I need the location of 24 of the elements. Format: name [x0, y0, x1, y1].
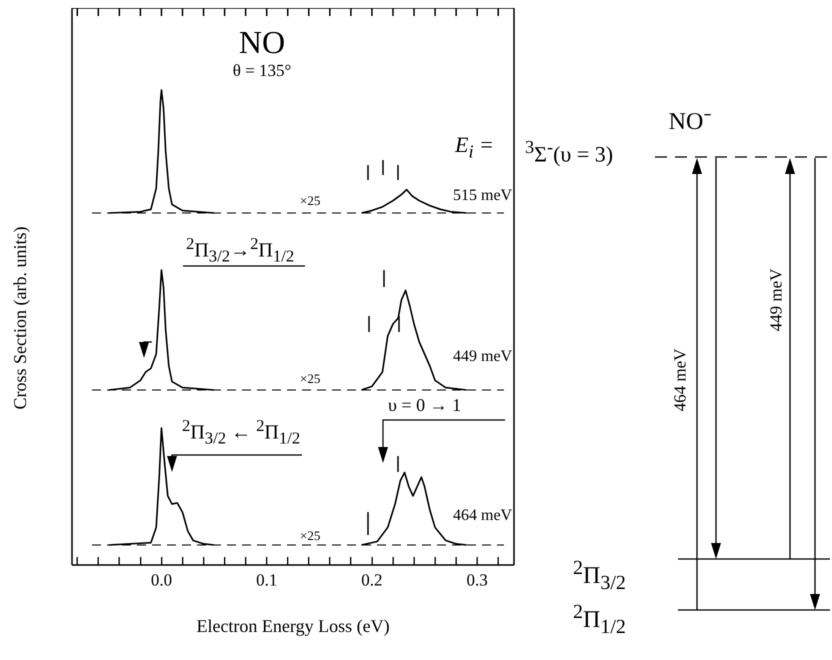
x-axis-title: Electron Energy Loss (eV)	[196, 616, 390, 636]
text: $^{2}$Π$_{3/2}$	[573, 557, 626, 594]
annotation: ×25	[300, 371, 320, 386]
text: $^{2}$Π$_{1/2}$	[573, 601, 626, 638]
chart-title: NO	[238, 24, 286, 60]
x-tick-label: 0.1	[256, 570, 278, 590]
y-axis-title: Cross Section (arb. units)	[10, 226, 30, 410]
annotation: 449 meV	[453, 348, 512, 365]
text: $^{3}$Σ$^{-}$(υ = 3)	[525, 137, 614, 166]
x-tick-label: 0.2	[361, 570, 383, 590]
text: $^{2}$Π$_{3/2}$→$^{2}$Π$_{1/2}$	[186, 234, 294, 266]
annotation: ×25	[300, 528, 320, 543]
annotation: ×25	[300, 193, 320, 208]
text: NO⁻	[668, 109, 712, 135]
annotation: 515 meV	[453, 187, 512, 204]
text: 449 meV	[766, 266, 786, 334]
x-tick-label: 0.3	[466, 570, 488, 590]
x-tick-label: 0.0	[150, 570, 172, 590]
annotation: 464 meV	[453, 507, 512, 524]
chart-subtitle: θ = 135°	[232, 61, 292, 80]
text: υ = 0 → 1	[388, 395, 462, 415]
annotation: $^{2}$Π$_{3/2}$ ← $^{2}$Π$_{1/2}$	[182, 416, 300, 448]
annotation: E$_{i}$ =	[455, 132, 494, 162]
text: 464 meV	[670, 346, 690, 414]
